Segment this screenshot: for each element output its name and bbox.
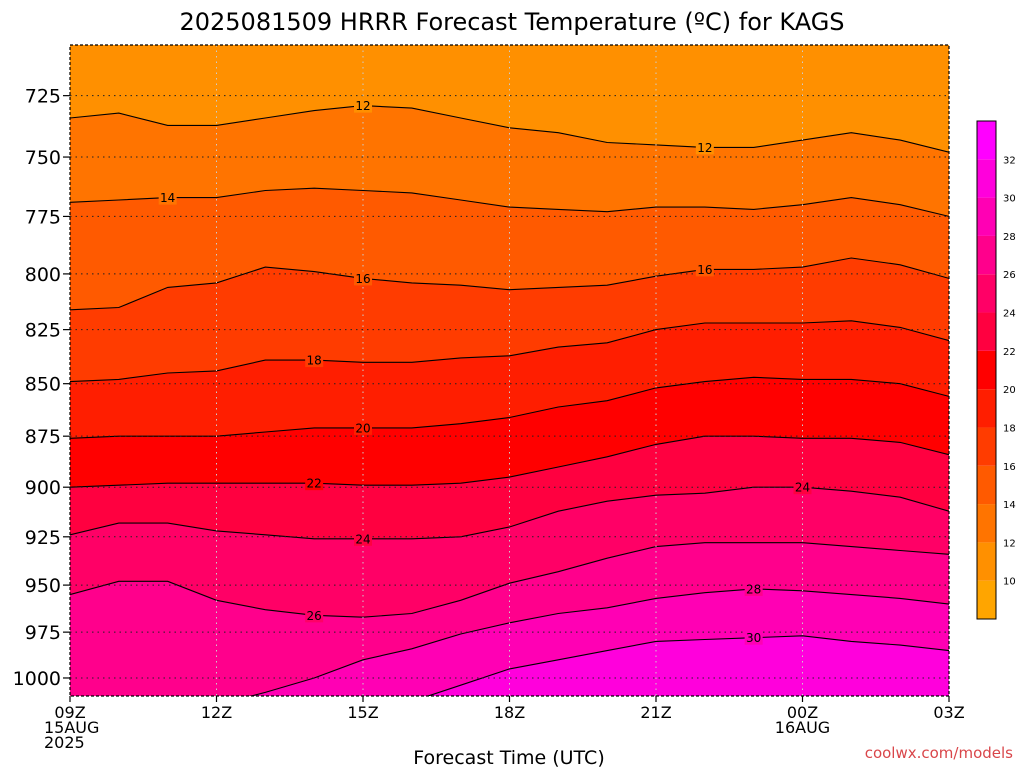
isotherm-label-bg-30-0 bbox=[744, 630, 763, 645]
x-tick-label-6-0: 15Z bbox=[347, 703, 378, 722]
x-tick-label-0-0: 09Z bbox=[54, 703, 85, 722]
colorbar-swatch-12 bbox=[977, 504, 996, 543]
isotherm-28 bbox=[249, 588, 949, 696]
x-tick-label-9-0: 18Z bbox=[494, 703, 525, 722]
colorbar-tick-12: 12 bbox=[1003, 538, 1016, 549]
isotherm-label-26-0: 26 bbox=[307, 609, 322, 623]
y-tick-label-875: 875 bbox=[25, 426, 61, 448]
colorbar-tick-32: 32 bbox=[1003, 155, 1016, 166]
isotherm-label-bg-28-0 bbox=[744, 581, 763, 596]
isotherm-label-30-0: 30 bbox=[746, 631, 761, 645]
colorbar-tick-18: 18 bbox=[1003, 423, 1016, 434]
isotherm-label-24-1: 24 bbox=[795, 481, 810, 495]
colorbar-swatch-8 bbox=[977, 580, 996, 619]
isotherm-22 bbox=[70, 435, 949, 488]
colorbar-swatch-10 bbox=[977, 542, 996, 581]
colorbar-swatch-26 bbox=[977, 235, 996, 275]
colorbar-swatch-28 bbox=[977, 197, 996, 236]
y-tick-label-850: 850 bbox=[25, 374, 61, 396]
isotherm-label-bg-12-0 bbox=[354, 98, 372, 113]
isotherm-30 bbox=[426, 635, 949, 696]
isotherm-label-bg-26-0 bbox=[305, 608, 324, 623]
isotherm-label-12-1: 12 bbox=[697, 141, 712, 155]
colorbar-tick-30: 30 bbox=[1003, 194, 1016, 205]
y-tick-label-1000: 1000 bbox=[13, 668, 61, 690]
colorbar-tick-28: 28 bbox=[1003, 232, 1016, 243]
isotherm-label-18-0: 18 bbox=[307, 354, 322, 368]
isotherm-label-bg-12-1 bbox=[695, 140, 714, 155]
plot-area: 12 12 14 16 16 18 20 22 24 24 26 28 30 bbox=[70, 45, 949, 696]
colorbar-tick-16: 16 bbox=[1003, 462, 1016, 473]
isotherm-label-bg-18-0 bbox=[305, 353, 324, 368]
fill-band-above-30 bbox=[428, 635, 949, 696]
colorbar-tick-14: 14 bbox=[1003, 500, 1016, 511]
x-axis-label: Forecast Time (UTC) bbox=[413, 747, 604, 768]
x-tick-label-15-0: 00Z bbox=[787, 703, 818, 722]
isotherm-label-bg-24-0 bbox=[354, 531, 372, 546]
colorbar-tick-26: 26 bbox=[1003, 270, 1016, 281]
y-axis: 725 750 775 800 825 850 875 900 925 950 975 1000 bbox=[13, 86, 70, 690]
isotherm-label-16-0: 16 bbox=[355, 272, 370, 286]
y-tick-label-750: 750 bbox=[25, 147, 61, 169]
isotherm-label-bg-22-0 bbox=[305, 476, 324, 491]
colorbar-tick-22: 22 bbox=[1003, 347, 1016, 358]
colorbar-swatch-22 bbox=[977, 312, 996, 351]
isotherm-label-bg-16-1 bbox=[695, 262, 714, 277]
temperature-fills bbox=[70, 45, 949, 696]
isotherm-label-16-1: 16 bbox=[697, 263, 712, 277]
colorbar-swatch-32 bbox=[977, 121, 996, 160]
isotherm-label-24-0: 24 bbox=[355, 532, 370, 546]
x-tick-label-18-0: 03Z bbox=[933, 703, 964, 722]
x-tick-label-12-0: 21Z bbox=[640, 703, 671, 722]
x-tick-label-0-1: 15AUG bbox=[44, 718, 99, 737]
isotherm-label-28-0: 28 bbox=[746, 582, 761, 596]
isotherm-label-22-0: 22 bbox=[307, 477, 322, 491]
colorbar-swatch-24 bbox=[977, 274, 996, 313]
isotherm-label-bg-16-0 bbox=[354, 271, 372, 286]
colorbar-swatch-14 bbox=[977, 465, 996, 505]
y-tick-label-775: 775 bbox=[25, 206, 61, 228]
colorbar-swatch-30 bbox=[977, 159, 996, 198]
isotherm-label-bg-20-0 bbox=[354, 420, 372, 435]
y-tick-label-800: 800 bbox=[25, 264, 61, 286]
isotherm-26 bbox=[70, 542, 949, 618]
colorbar: 10 12 14 16 18 20 22 24 26 28 30 32 bbox=[976, 120, 1016, 620]
isotherm-label-12-0: 12 bbox=[355, 99, 370, 113]
isotherm-labels: 12 12 14 16 16 18 20 22 24 24 26 28 30 bbox=[158, 98, 812, 645]
x-tick-label-15-1: 16AUG bbox=[775, 718, 830, 737]
colorbar-tick-24: 24 bbox=[1003, 309, 1016, 320]
isotherm-label-20-0: 20 bbox=[355, 421, 370, 435]
y-tick-label-725: 725 bbox=[25, 86, 61, 108]
y-tick-label-825: 825 bbox=[25, 320, 61, 342]
colorbar-swatch-18 bbox=[977, 389, 996, 428]
colorbar-swatch-16 bbox=[977, 427, 996, 466]
y-tick-label-950: 950 bbox=[25, 575, 61, 597]
colorbar-tick-10: 10 bbox=[1003, 577, 1016, 588]
colorbar-frame bbox=[976, 120, 997, 620]
y-tick-label-900: 900 bbox=[25, 477, 61, 499]
chart-title: 2025081509 HRRR Forecast Temperature (ºC… bbox=[179, 8, 844, 36]
colorbar-tick-20: 20 bbox=[1003, 385, 1016, 396]
isotherm-label-14-0: 14 bbox=[160, 191, 175, 205]
isotherm-label-bg-24-1 bbox=[793, 480, 812, 495]
x-tick-label-3-0: 12Z bbox=[201, 703, 232, 722]
colorbar-swatch-20 bbox=[977, 350, 996, 390]
x-tick-label-0-2: 2025 bbox=[44, 733, 85, 752]
credit-text: coolwx.com/models bbox=[865, 744, 1013, 762]
y-tick-label-925: 925 bbox=[25, 527, 61, 549]
y-tick-label-975: 975 bbox=[25, 622, 61, 644]
isotherm-label-bg-14-0 bbox=[158, 190, 177, 205]
